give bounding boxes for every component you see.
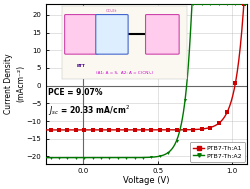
Text: $J_{sc}$ = 20.33 mA/cm$^2$: $J_{sc}$ = 20.33 mA/cm$^2$ — [48, 104, 130, 118]
X-axis label: Voltage (V): Voltage (V) — [123, 176, 169, 185]
Legend: PTB7-Th:A1, PTB7-Th:A2: PTB7-Th:A1, PTB7-Th:A2 — [189, 142, 244, 162]
Y-axis label: Current Density
(mAcm⁻²): Current Density (mAcm⁻²) — [4, 53, 25, 114]
Text: PCE = 9.07%: PCE = 9.07% — [48, 88, 102, 97]
